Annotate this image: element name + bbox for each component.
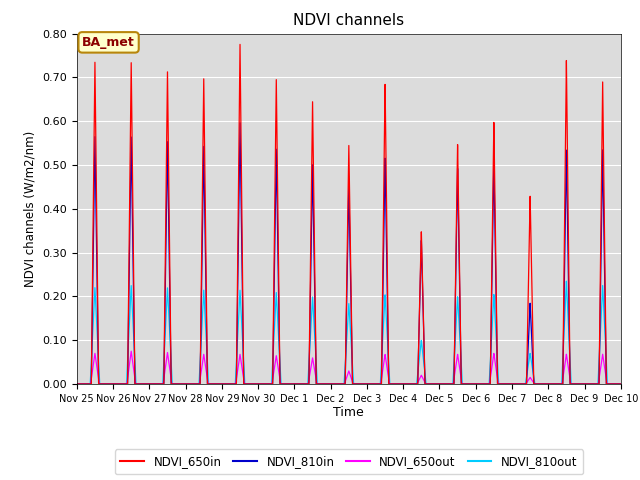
NDVI_810in — [615, 381, 623, 387]
NDVI_650out — [127, 348, 135, 354]
NDVI_810out — [563, 278, 570, 284]
NDVI_650out — [276, 380, 284, 386]
NDVI_650out — [73, 381, 81, 387]
NDVI_810in — [276, 381, 284, 387]
Text: BA_met: BA_met — [82, 36, 135, 49]
NDVI_810in — [617, 381, 625, 387]
Line: NDVI_650out: NDVI_650out — [77, 351, 621, 384]
NDVI_650in — [73, 381, 81, 387]
Y-axis label: NDVI channels (W/m2/nm): NDVI channels (W/m2/nm) — [24, 131, 36, 287]
NDVI_810out — [424, 381, 431, 387]
NDVI_810out — [617, 381, 625, 387]
Title: NDVI channels: NDVI channels — [293, 13, 404, 28]
NDVI_650out — [184, 381, 191, 387]
NDVI_650in — [184, 381, 191, 387]
NDVI_650in — [276, 381, 284, 387]
NDVI_650out — [615, 381, 623, 387]
NDVI_810in — [189, 381, 197, 387]
NDVI_650in — [424, 381, 431, 387]
NDVI_810in — [424, 381, 431, 387]
Line: NDVI_650in: NDVI_650in — [77, 45, 621, 384]
NDVI_810out — [615, 381, 623, 387]
NDVI_650in — [615, 381, 623, 387]
Line: NDVI_810in: NDVI_810in — [77, 123, 621, 384]
NDVI_810out — [501, 381, 509, 387]
NDVI_650in — [617, 381, 625, 387]
NDVI_650in — [501, 381, 509, 387]
NDVI_810in — [501, 381, 509, 387]
NDVI_810in — [73, 381, 81, 387]
NDVI_650out — [189, 381, 197, 387]
NDVI_650out — [424, 381, 431, 387]
NDVI_650in — [189, 381, 197, 387]
Legend: NDVI_650in, NDVI_810in, NDVI_650out, NDVI_810out: NDVI_650in, NDVI_810in, NDVI_650out, NDV… — [115, 449, 583, 474]
NDVI_650out — [501, 381, 509, 387]
NDVI_650in — [236, 42, 244, 48]
NDVI_650out — [617, 381, 625, 387]
NDVI_810out — [276, 371, 284, 376]
NDVI_810in — [236, 120, 244, 126]
NDVI_810out — [184, 381, 191, 387]
NDVI_810out — [73, 381, 81, 387]
X-axis label: Time: Time — [333, 407, 364, 420]
Line: NDVI_810out: NDVI_810out — [77, 281, 621, 384]
NDVI_810out — [189, 381, 197, 387]
NDVI_810in — [184, 381, 191, 387]
